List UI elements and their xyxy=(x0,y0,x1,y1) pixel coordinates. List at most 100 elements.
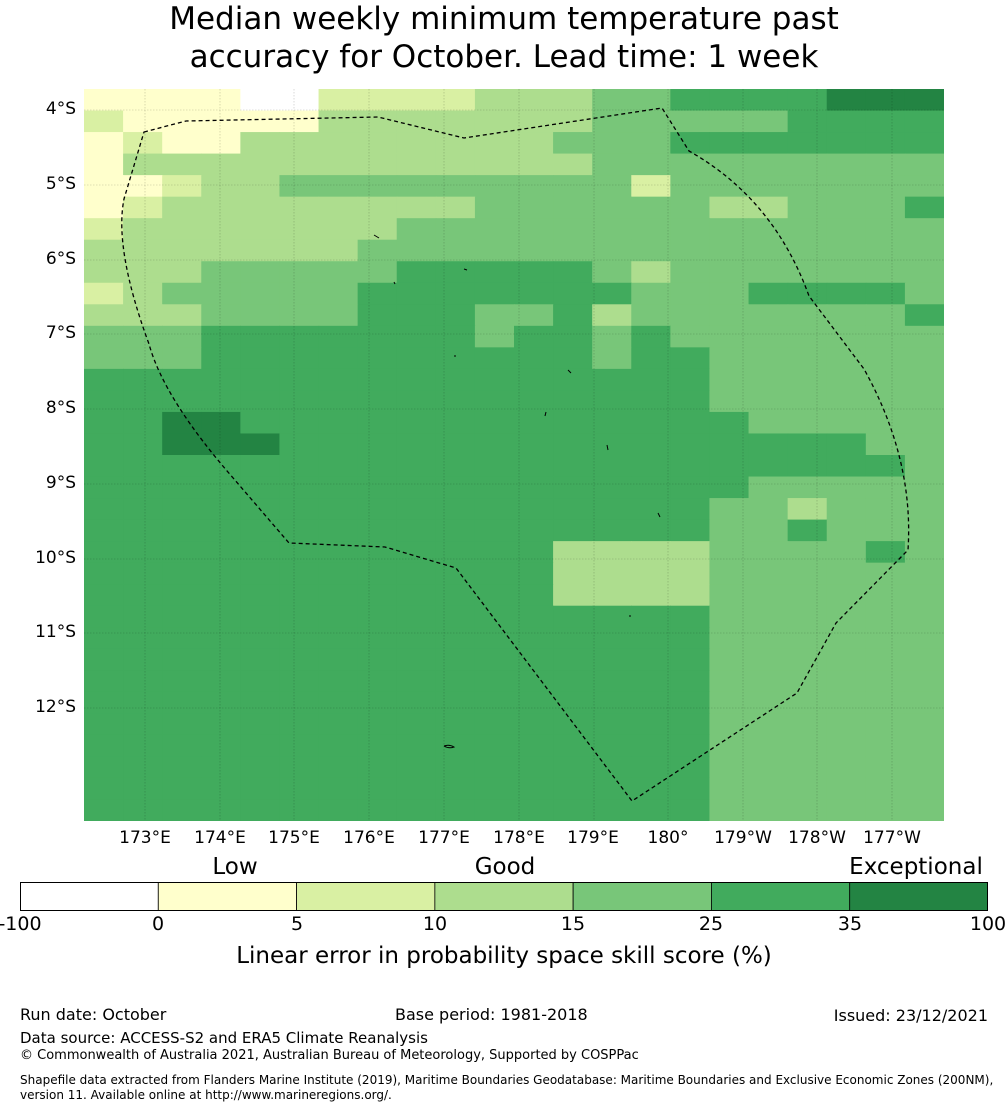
map-cell xyxy=(865,196,906,219)
map-cell xyxy=(396,648,437,671)
map-cell xyxy=(162,777,202,801)
map-cell xyxy=(357,734,398,758)
map-cell xyxy=(279,777,320,801)
map-cell xyxy=(162,455,202,478)
map-cell xyxy=(201,110,241,133)
map-cell xyxy=(631,239,671,262)
map-cell xyxy=(631,476,671,499)
map-cell xyxy=(435,153,476,176)
map-cell xyxy=(201,304,241,327)
map-cell xyxy=(709,218,750,241)
map-cell xyxy=(553,175,593,198)
map-cell xyxy=(396,562,437,585)
map-cell xyxy=(318,562,359,585)
map-cell xyxy=(435,89,476,112)
map-cell xyxy=(201,153,241,176)
map-cell xyxy=(435,196,476,219)
map-cell xyxy=(435,584,476,607)
map-cell xyxy=(474,691,515,714)
colorbar-segment xyxy=(296,881,436,912)
map-cell xyxy=(904,605,944,628)
lat-label-12s: 12°S xyxy=(35,697,76,717)
map-cell xyxy=(240,347,281,370)
map-cell xyxy=(240,153,281,176)
colorbar-segment xyxy=(572,881,712,912)
map-cell xyxy=(162,648,202,671)
map-cell xyxy=(631,648,671,671)
map-cell xyxy=(553,218,593,241)
map-cell xyxy=(592,175,632,198)
map-cell xyxy=(279,627,320,650)
map-cell xyxy=(670,562,711,585)
map-cell xyxy=(318,282,359,305)
map-cell xyxy=(553,498,593,521)
map-cell xyxy=(670,347,711,370)
map-cell xyxy=(592,541,632,564)
map-cell xyxy=(162,433,202,456)
map-cell xyxy=(553,799,593,821)
map-cell xyxy=(474,777,515,801)
map-cell xyxy=(904,691,944,714)
map-cell xyxy=(709,541,750,564)
map-cell xyxy=(631,519,671,542)
map-cell xyxy=(592,153,632,176)
colorbar-tick-100: 100 xyxy=(969,913,1007,935)
map-cell xyxy=(240,713,281,736)
map-cell xyxy=(826,347,867,370)
map-cell xyxy=(670,476,711,499)
eez-boundary xyxy=(121,107,910,802)
map-cell xyxy=(162,498,202,521)
map-cell xyxy=(357,584,398,607)
map-cell xyxy=(240,132,281,155)
map-cell xyxy=(514,670,554,693)
shapefile-credit-2: version 11. Available online at http://w… xyxy=(20,1088,392,1102)
map-cell xyxy=(865,605,906,628)
map-cell xyxy=(240,541,281,564)
lon-label-176e: 176°E xyxy=(343,828,395,848)
map-cell xyxy=(162,390,202,413)
map-cell xyxy=(435,605,476,628)
map-cell xyxy=(826,132,867,155)
map-cell xyxy=(592,799,632,821)
map-cell xyxy=(865,175,906,198)
map-cell xyxy=(240,476,281,499)
map-cell xyxy=(123,670,163,693)
map-cell xyxy=(592,562,632,585)
map-cell xyxy=(240,261,281,284)
map-cell xyxy=(123,153,163,176)
map-cell xyxy=(474,455,515,478)
map-cell xyxy=(357,541,398,564)
map-cell xyxy=(865,713,906,736)
map-cell xyxy=(474,584,515,607)
map-cell xyxy=(474,411,515,435)
map-cell xyxy=(904,110,944,133)
map-cell xyxy=(553,691,593,714)
map-cell xyxy=(279,89,320,112)
map-cell xyxy=(748,132,789,155)
map-cell xyxy=(201,777,241,801)
map-cell xyxy=(787,713,828,736)
map-cell xyxy=(787,196,828,219)
map-cell xyxy=(904,347,944,370)
map-cell xyxy=(84,347,124,370)
map-cell xyxy=(123,196,163,219)
map-cell xyxy=(84,282,124,305)
map-cell xyxy=(357,175,398,198)
map-cell xyxy=(514,110,554,133)
map-cell xyxy=(514,648,554,671)
lat-label-8s: 8°S xyxy=(45,398,76,418)
map-cell xyxy=(474,756,515,779)
map-cell xyxy=(201,455,241,478)
map-cell xyxy=(123,648,163,671)
map-cell xyxy=(826,476,867,499)
map-cell xyxy=(474,541,515,564)
map-cell xyxy=(435,175,476,198)
map-cell xyxy=(435,282,476,305)
map-cell xyxy=(904,282,944,305)
map-cell xyxy=(787,433,828,456)
map-cell xyxy=(748,368,789,392)
map-cell xyxy=(201,562,241,585)
map-cell xyxy=(123,756,163,779)
map-cell xyxy=(279,175,320,198)
map-cell xyxy=(826,648,867,671)
